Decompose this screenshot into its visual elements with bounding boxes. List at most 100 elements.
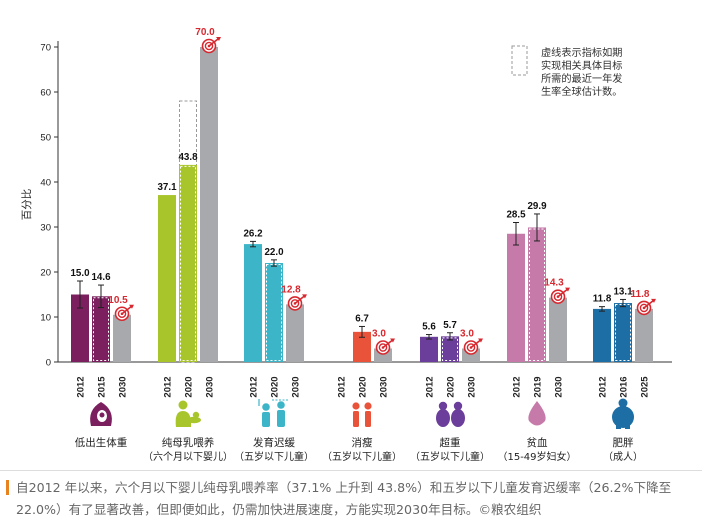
y-tick-label: 50: [40, 133, 51, 144]
target-ring-inner: [553, 292, 563, 301]
data-bar: [441, 336, 459, 362]
x-tick-label: 2015: [97, 376, 108, 398]
child-a-body: [436, 409, 450, 427]
x-tick-label: 2030: [205, 376, 216, 397]
bar-value-label: 13.1: [613, 286, 633, 297]
target-bar: [113, 314, 131, 362]
target-arrow-head: [390, 338, 395, 343]
target-arrow-shaft: [470, 339, 481, 349]
bar-value-label: 29.9: [527, 201, 547, 212]
category-label: 贫血: [527, 436, 548, 449]
bar-dashed-outline: [93, 297, 109, 361]
bar-dashed-outline: [180, 165, 196, 361]
target-arrow-shaft: [557, 289, 568, 298]
target-arrow-shaft: [208, 38, 219, 47]
category-sublabel: （五岁以下儿童）: [322, 450, 402, 463]
data-bar: [179, 164, 197, 362]
legend-text-line: 所需的最近一年发: [541, 72, 623, 85]
x-tick-label: 2012: [249, 376, 260, 397]
data-bar: [507, 233, 525, 362]
bar-value-label: 6.7: [355, 313, 369, 324]
bar-value-label: 37.1: [157, 182, 177, 193]
target-icon: [550, 287, 570, 304]
category-label: 消瘦: [352, 436, 373, 449]
x-tick-label: 2025: [640, 376, 651, 398]
overweight-children-icon: [436, 401, 465, 427]
nutrition-targets-chart: 0 10 20 30 40 50 60 70 百分比 虚线表示指标如期 实现相关具体目标 所需的最近一…: [20, 27, 672, 463]
target-value-label: 12.8: [281, 284, 301, 295]
group-wasting: 2012 2020 6.7 2030 3.0 消瘦（五岁以下儿童）: [322, 313, 402, 463]
child-b-body: [277, 410, 285, 427]
target-ring-inner: [466, 343, 476, 352]
y-tick-label: 30: [40, 223, 51, 234]
data-bar: [265, 263, 283, 362]
bar-value-label: 43.8: [178, 152, 198, 163]
x-tick-label: 2012: [425, 376, 436, 397]
x-tick-label: 2030: [291, 376, 302, 397]
bar-value-label: 22.0: [264, 247, 284, 258]
legend-dashed-box: [511, 45, 528, 76]
child-b-head: [364, 402, 372, 410]
target-arrow-shaft: [643, 300, 654, 309]
target-value-label: 11.8: [631, 289, 650, 300]
data-bar: [528, 227, 546, 362]
x-tick-label: 2012: [512, 376, 523, 397]
bar-value-label: 5.6: [422, 322, 436, 333]
category-label: 超重: [440, 436, 461, 449]
data-bar: [71, 294, 89, 362]
figure-caption: 自2012 年以来，六个月以下婴儿纯母乳喂养率（37.1% 上升到 43.8%）…: [0, 470, 702, 524]
bar-dashed-outline: [266, 264, 282, 361]
y-tick-label: 10: [40, 313, 51, 324]
group-stunting: 2012 26.2 2020 22.0 2030 12.8 发育迟缓（五岁以下儿童）: [234, 228, 314, 463]
category-label: 纯母乳喂养: [162, 436, 215, 449]
group-anaemia: 2012 28.5 2019 29.9 2030 14.3 贫血（15-49岁妇女）: [497, 201, 576, 463]
bar-dashed-outline: [615, 304, 631, 361]
target-icon: [636, 298, 656, 316]
category-sublabel: （成人）: [603, 451, 643, 463]
target-ring-inner: [290, 299, 300, 308]
y-tick-label: 70: [40, 43, 51, 54]
bar-value-label: 15.0: [70, 268, 90, 279]
drop-shape: [528, 401, 546, 426]
target-arrow-head: [216, 37, 221, 41]
target-arrow-shaft: [382, 339, 393, 349]
target-arrow-head: [478, 338, 483, 343]
target-value-label: 3.0: [460, 329, 474, 340]
thin-children-icon: [352, 402, 372, 427]
target-ring-inner: [639, 303, 649, 313]
target-value-label: 3.0: [372, 329, 386, 340]
child-a-head: [438, 401, 448, 411]
target-ring-inner: [378, 343, 388, 352]
x-tick-label: 2030: [554, 376, 565, 397]
category-label: 肥胖: [613, 437, 634, 449]
x-tick-label: 2020: [358, 376, 369, 397]
mother-body: [175, 411, 192, 427]
target-value-label: 14.3: [544, 278, 564, 289]
y-axis-label: 百分比: [20, 189, 33, 221]
adult-body: [612, 406, 634, 428]
child-b-body: [451, 409, 465, 427]
adult-leg-left: [616, 425, 621, 429]
x-tick-label: 2019: [533, 376, 544, 397]
target-icon: [287, 294, 307, 311]
x-tick-label: 2012: [598, 376, 609, 397]
target-icon: [463, 338, 483, 355]
target-arrow-head: [651, 298, 656, 303]
category-label: 低出生体重: [75, 436, 128, 449]
data-bar: [420, 336, 438, 362]
child-a-head: [262, 403, 270, 411]
legend-text-line: 虚线表示指标如期: [541, 46, 623, 59]
child-a-body: [353, 411, 359, 427]
y-tick-label: 20: [40, 268, 51, 279]
target-arrow-shaft: [294, 295, 305, 305]
target-ring-inner: [117, 309, 127, 319]
obese-adult-icon: [612, 398, 634, 429]
target-value-label: 70.0: [195, 27, 215, 38]
category-sublabel: （六个月以下婴儿）: [143, 451, 233, 463]
adult-head: [618, 398, 628, 408]
baby-head: [99, 412, 105, 418]
infant-head: [192, 411, 200, 419]
target-arrow-shaft: [121, 306, 132, 315]
data-bar: [614, 303, 632, 362]
target-bar: [549, 297, 567, 362]
